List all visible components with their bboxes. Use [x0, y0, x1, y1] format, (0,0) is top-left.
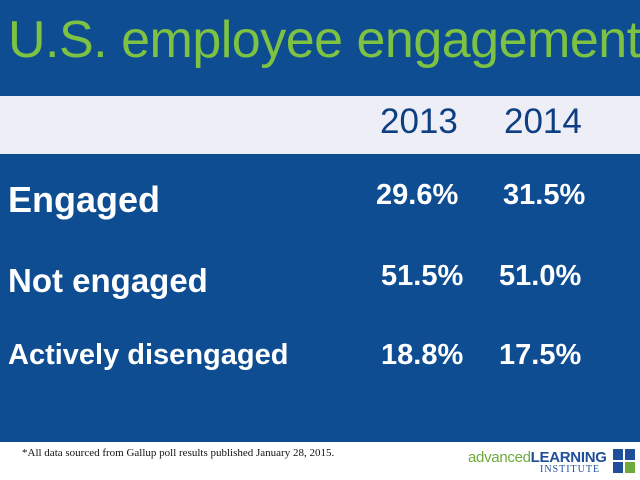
logo-advanced-text: advanced: [468, 449, 531, 466]
title-bar: U.S. employee engagement: [0, 0, 640, 96]
row-label-actively-disengaged: Actively disengaged: [8, 339, 289, 371]
row-label-not-engaged: Not engaged: [8, 262, 208, 299]
year-2014-header: 2014: [504, 102, 582, 141]
source-footnote: *All data sourced from Gallup poll resul…: [22, 447, 335, 459]
not-engaged-2013-value: 51.5%: [381, 260, 464, 292]
data-panel: [0, 154, 640, 442]
engaged-2013-value: 29.6%: [376, 179, 459, 211]
logo-grid-icon: [613, 449, 635, 473]
not-engaged-2014-value: 51.0%: [499, 260, 582, 292]
engaged-2014-value: 31.5%: [503, 179, 586, 211]
logo-institute-text: INSTITUTE: [540, 464, 601, 475]
slide-title: U.S. employee engagement: [8, 11, 640, 69]
actively-disengaged-2013-value: 18.8%: [381, 339, 464, 371]
logo-wordmark: advancedLEARNING: [468, 450, 607, 465]
year-2013-header: 2013: [380, 102, 458, 141]
logo-learning-text: LEARNING: [530, 449, 607, 466]
row-label-engaged: Engaged: [8, 179, 161, 220]
year-header-band: [0, 96, 640, 154]
actively-disengaged-2014-value: 17.5%: [499, 339, 582, 371]
company-logo: advancedLEARNING INSTITUTE: [456, 446, 636, 476]
